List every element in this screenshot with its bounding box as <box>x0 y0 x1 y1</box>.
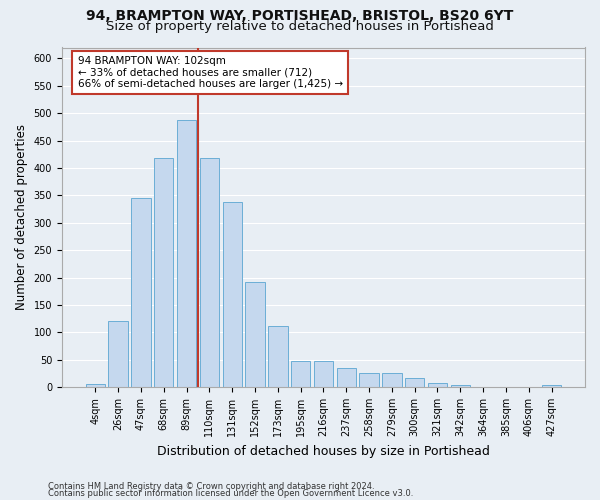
Bar <box>519 386 538 387</box>
Bar <box>382 374 401 387</box>
Bar <box>405 378 424 387</box>
Text: Contains public sector information licensed under the Open Government Licence v3: Contains public sector information licen… <box>48 488 413 498</box>
Bar <box>291 361 310 387</box>
Text: 94 BRAMPTON WAY: 102sqm
← 33% of detached houses are smaller (712)
66% of semi-d: 94 BRAMPTON WAY: 102sqm ← 33% of detache… <box>77 56 343 89</box>
Bar <box>428 382 447 387</box>
Bar <box>542 385 561 387</box>
Text: Contains HM Land Registry data © Crown copyright and database right 2024.: Contains HM Land Registry data © Crown c… <box>48 482 374 491</box>
Bar <box>337 368 356 387</box>
Bar <box>268 326 287 387</box>
Y-axis label: Number of detached properties: Number of detached properties <box>15 124 28 310</box>
Bar <box>245 282 265 387</box>
Bar <box>496 386 515 387</box>
Bar <box>314 361 333 387</box>
Bar <box>131 198 151 387</box>
Bar <box>154 158 173 387</box>
Bar <box>473 386 493 387</box>
X-axis label: Distribution of detached houses by size in Portishead: Distribution of detached houses by size … <box>157 444 490 458</box>
Bar <box>109 322 128 387</box>
Text: 94, BRAMPTON WAY, PORTISHEAD, BRISTOL, BS20 6YT: 94, BRAMPTON WAY, PORTISHEAD, BRISTOL, B… <box>86 9 514 23</box>
Bar <box>200 158 219 387</box>
Bar <box>359 374 379 387</box>
Bar <box>86 384 105 387</box>
Bar <box>223 202 242 387</box>
Bar <box>177 120 196 387</box>
Text: Size of property relative to detached houses in Portishead: Size of property relative to detached ho… <box>106 20 494 33</box>
Bar <box>451 386 470 387</box>
